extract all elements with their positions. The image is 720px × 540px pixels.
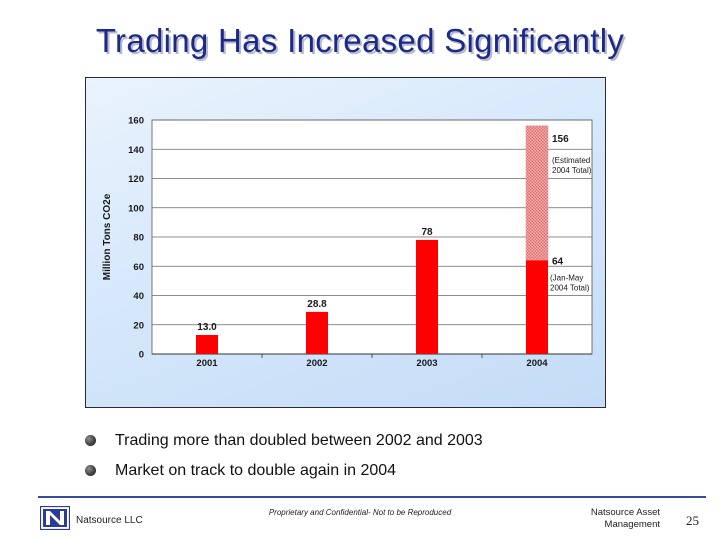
footer-company: Natsource LLC [76, 515, 143, 526]
y-tick-label: 20 [133, 320, 144, 331]
y-tick-label: 160 [128, 116, 144, 127]
footer-divider [38, 496, 706, 498]
x-tick-label: 2003 [416, 358, 437, 369]
x-tick-label: 2004 [526, 358, 548, 369]
bullet-icon [85, 465, 96, 476]
slide-title: Trading Has Increased Significantly [95, 22, 625, 59]
y-axis-label: Million Tons CO2e [102, 193, 113, 280]
footer-confidential: Proprietary and Confidential- Not to be … [268, 508, 452, 517]
estimate-note-line2: 2004 Total) [552, 166, 592, 175]
actual-note-line1: (Jan-May [550, 273, 583, 282]
chart-panel: 0 20 40 60 80 100 120 140 160 Million Tons CO2e 13… [85, 77, 606, 408]
footer-brand-line2: Management [604, 519, 660, 530]
bullet-text: Trading more than doubled between 2002 a… [115, 432, 483, 449]
estimate-bar [525, 125, 549, 261]
bar-2003 [416, 239, 438, 354]
footer-brand-line1: Natsource Asset [590, 507, 660, 518]
bar-value-label: 64 [552, 256, 564, 267]
bullet-list: Trading more than doubled between 2002 a… [85, 430, 645, 490]
actual-note-line2: 2004 Total) [550, 283, 590, 292]
y-tick-label: 120 [128, 174, 144, 185]
bullet-icon [85, 435, 96, 446]
page-number: 25 [686, 513, 699, 528]
estimate-note-line1: (Estimated [552, 156, 590, 165]
y-tick-label: 100 [128, 203, 144, 214]
y-tick-label: 0 [139, 350, 144, 361]
x-tick-label: 2001 [196, 358, 218, 369]
bar-2002 [306, 311, 328, 354]
y-tick-label: 40 [133, 291, 144, 302]
bar-value-label: 13.0 [197, 322, 217, 333]
bullet-text: Market on track to double again in 2004 [115, 462, 397, 479]
estimate-value-label: 156 [552, 134, 569, 145]
bar-2001 [196, 334, 218, 354]
y-tick-label: 60 [133, 262, 144, 273]
bullet-item: Market on track to double again in 2004 [85, 460, 645, 490]
y-tick-label: 80 [133, 233, 144, 244]
bullet-item: Trading more than doubled between 2002 a… [85, 430, 645, 460]
bar-value-label: 78 [421, 227, 433, 238]
x-tick-label: 2002 [306, 358, 327, 369]
bar-2004 [526, 260, 548, 354]
footer-brand: Natsource Asset Management [572, 507, 660, 531]
bar-chart: 0 20 40 60 80 100 120 140 160 Million Tons CO2e 13… [102, 116, 593, 369]
bar-value-label: 28.8 [307, 299, 327, 310]
natsource-logo-icon [40, 506, 70, 530]
y-tick-label: 140 [128, 145, 144, 156]
